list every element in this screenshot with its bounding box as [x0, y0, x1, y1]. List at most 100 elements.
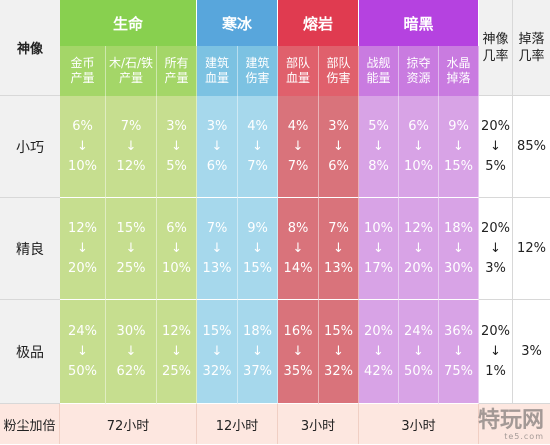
value-min: 15%	[202, 323, 232, 339]
value-max: 20%	[404, 260, 433, 276]
value-cell: 5% ↓ 8%	[359, 96, 399, 198]
value-max: 32%	[324, 363, 353, 379]
row-label-1: 精良	[0, 198, 60, 300]
arrow-down-icon: ↓	[252, 138, 263, 154]
arrow-down-icon: ↓	[413, 138, 424, 154]
value-cell: 15% ↓ 32%	[197, 300, 238, 404]
value-max: 35%	[283, 363, 313, 379]
value-min: 12%	[68, 220, 97, 236]
arrow-down-icon: ↓	[125, 343, 137, 359]
arrow-down-icon: ↓	[77, 343, 88, 359]
arrow-down-icon: ↓	[125, 240, 137, 256]
value-min: 9%	[247, 220, 268, 236]
value-cell: 6% ↓ 10%	[60, 96, 106, 198]
deity-rate-min: 20%	[481, 323, 510, 339]
value-cell: 4% ↓ 7%	[278, 96, 319, 198]
value-min: 6%	[166, 220, 187, 236]
arrow-down-icon: ↓	[211, 138, 223, 154]
row-label-0: 小巧	[0, 96, 60, 198]
value-cell: 24% ↓ 50%	[60, 300, 106, 404]
value-cell: 10% ↓ 17%	[359, 198, 399, 300]
value-max: 30%	[444, 260, 473, 276]
value-max: 17%	[364, 260, 393, 276]
value-min: 12%	[404, 220, 433, 236]
subheader-9: 水晶 掉落	[439, 46, 479, 96]
value-min: 24%	[68, 323, 97, 339]
value-max: 32%	[202, 363, 232, 379]
subheader-3: 建筑 血量	[197, 46, 238, 96]
value-min: 15%	[324, 323, 353, 339]
deity-rate-cell: 20% ↓ 5%	[479, 96, 513, 198]
value-max: 50%	[68, 363, 97, 379]
value-cell: 9% ↓ 15%	[238, 198, 278, 300]
deity-rate-max: 3%	[485, 260, 506, 276]
value-max: 10%	[162, 260, 191, 276]
arrow-down-icon: ↓	[77, 240, 88, 256]
arrow-down-icon: ↓	[292, 343, 304, 359]
arrow-down-icon: ↓	[211, 343, 223, 359]
arrow-down-icon: ↓	[453, 240, 464, 256]
value-min: 7%	[206, 220, 228, 236]
arrow-down-icon: ↓	[413, 240, 424, 256]
value-min: 6%	[408, 118, 429, 134]
arrow-down-icon: ↓	[171, 240, 182, 256]
value-max: 7%	[247, 158, 268, 174]
value-cell: 20% ↓ 42%	[359, 300, 399, 404]
watermark-sub: te5.com	[504, 432, 544, 441]
value-max: 42%	[364, 363, 393, 379]
footer-duration-1: 12小时	[197, 404, 278, 444]
group-header-3: 暗黑	[359, 0, 479, 46]
deity-rate-header: 神像 几率	[479, 0, 513, 96]
value-max: 5%	[166, 158, 187, 174]
value-max: 15%	[444, 158, 473, 174]
arrow-down-icon: ↓	[373, 240, 384, 256]
subheader-5: 部队 血量	[278, 46, 319, 96]
value-min: 24%	[404, 323, 433, 339]
value-min: 12%	[162, 323, 191, 339]
value-max: 14%	[283, 260, 313, 276]
arrow-down-icon: ↓	[373, 343, 384, 359]
value-min: 36%	[444, 323, 473, 339]
value-cell: 3% ↓ 5%	[157, 96, 197, 198]
arrow-down-icon: ↓	[125, 138, 137, 154]
value-min: 7%	[328, 220, 349, 236]
subheader-6: 部队 伤害	[319, 46, 359, 96]
arrow-down-icon: ↓	[292, 138, 304, 154]
drop-rate-header: 掉落 几率	[513, 0, 550, 96]
value-min: 5%	[368, 118, 389, 134]
value-min: 6%	[72, 118, 93, 134]
subheader-8: 掠夺 资源	[399, 46, 439, 96]
value-min: 3%	[328, 118, 349, 134]
value-max: 10%	[68, 158, 97, 174]
value-cell: 18% ↓ 30%	[439, 198, 479, 300]
arrow-down-icon: ↓	[77, 138, 88, 154]
value-cell: 6% ↓ 10%	[399, 96, 439, 198]
deity-header: 神像	[0, 0, 60, 96]
value-cell: 7% ↓ 12%	[106, 96, 157, 198]
arrow-down-icon: ↓	[333, 240, 344, 256]
value-min: 3%	[166, 118, 187, 134]
deity-rate-max: 5%	[485, 158, 506, 174]
value-max: 10%	[404, 158, 433, 174]
value-cell: 4% ↓ 7%	[238, 96, 278, 198]
footer-label: 粉尘加倍	[0, 404, 60, 444]
arrow-down-icon: ↓	[252, 343, 263, 359]
deity-rate-max: 1%	[485, 363, 506, 379]
subheader-0: 金币 产量	[60, 46, 106, 96]
value-max: 25%	[116, 260, 146, 276]
value-max: 37%	[243, 363, 272, 379]
value-cell: 12% ↓ 25%	[157, 300, 197, 404]
value-min: 30%	[116, 323, 146, 339]
group-header-0: 生命	[60, 0, 197, 46]
drop-rate-cell: 3%	[513, 300, 550, 404]
value-cell: 7% ↓ 13%	[197, 198, 238, 300]
group-header-1: 寒冰	[197, 0, 278, 46]
watermark-text: 特玩网	[477, 408, 544, 433]
value-cell: 18% ↓ 37%	[238, 300, 278, 404]
value-max: 6%	[328, 158, 349, 174]
value-max: 75%	[444, 363, 473, 379]
footer-duration-2: 3小时	[278, 404, 359, 444]
footer-blank	[479, 404, 550, 444]
